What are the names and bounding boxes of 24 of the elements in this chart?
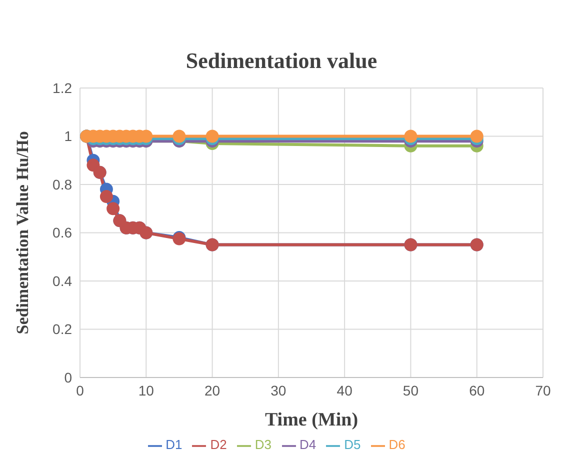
y-tick-label: 0.4 (52, 272, 72, 289)
x-tick-label: 40 (336, 382, 353, 398)
x-tick-label: 10 (138, 382, 154, 398)
y-tick-label: 1.2 (52, 80, 72, 96)
y-tick-label: 0.6 (52, 224, 72, 241)
x-axis-title: Time (Min) (264, 409, 358, 430)
y-axis-title: Sedimentation Value Hu/Ho (13, 131, 32, 334)
legend-label: D5 (344, 437, 361, 452)
legend-label: D3 (254, 437, 272, 452)
y-tick-label: 0 (64, 369, 72, 386)
x-tick-label: 60 (469, 382, 485, 398)
chart-title: Sedimentation value (184, 48, 378, 74)
legend-label: D4 (300, 437, 316, 452)
x-tick-label: 70 (535, 382, 551, 398)
y-tick-label: 0.2 (52, 321, 72, 338)
legend-label: D2 (210, 437, 227, 452)
x-tick-label: 30 (270, 382, 286, 398)
legend-label: D1 (166, 437, 182, 452)
x-tick-label: 20 (204, 382, 220, 398)
y-tick-label: 0.8 (52, 176, 72, 192)
legend-label: D6 (388, 437, 406, 452)
x-tick-label: 50 (402, 382, 419, 398)
y-tick-label: 1 (64, 128, 72, 144)
x-tick-label: 0 (76, 382, 84, 398)
